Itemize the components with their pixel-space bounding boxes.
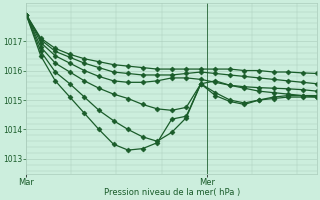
X-axis label: Pression niveau de la mer( hPa ): Pression niveau de la mer( hPa ) bbox=[104, 188, 240, 197]
